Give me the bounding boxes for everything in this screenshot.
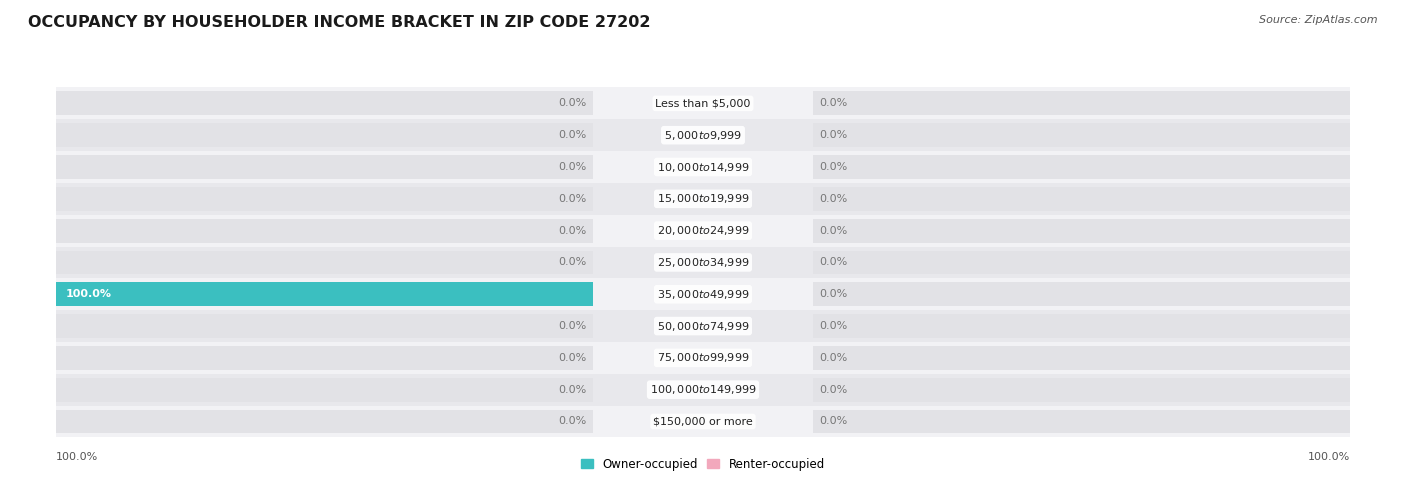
Text: $25,000 to $34,999: $25,000 to $34,999 — [657, 256, 749, 269]
Text: $15,000 to $19,999: $15,000 to $19,999 — [657, 192, 749, 205]
Bar — [813, 378, 1350, 401]
Text: 0.0%: 0.0% — [820, 226, 848, 236]
Bar — [56, 374, 1350, 406]
Bar — [813, 155, 1350, 179]
Text: $35,000 to $49,999: $35,000 to $49,999 — [657, 288, 749, 301]
Text: 0.0%: 0.0% — [820, 130, 848, 140]
Bar — [56, 246, 1350, 278]
Text: 0.0%: 0.0% — [820, 258, 848, 267]
Text: 0.0%: 0.0% — [820, 321, 848, 331]
Bar — [56, 123, 593, 147]
Text: 100.0%: 100.0% — [56, 452, 98, 462]
Bar — [56, 87, 1350, 119]
Bar — [56, 155, 593, 179]
Text: 0.0%: 0.0% — [820, 194, 848, 204]
Bar — [56, 314, 593, 338]
Bar — [56, 250, 593, 275]
Bar — [56, 378, 593, 401]
Bar — [56, 151, 1350, 183]
Text: 0.0%: 0.0% — [558, 162, 586, 172]
Bar — [813, 123, 1350, 147]
Text: 0.0%: 0.0% — [558, 321, 586, 331]
Bar — [56, 119, 1350, 151]
Text: 0.0%: 0.0% — [558, 130, 586, 140]
Text: $50,000 to $74,999: $50,000 to $74,999 — [657, 320, 749, 332]
Text: 0.0%: 0.0% — [558, 226, 586, 236]
Legend: Owner-occupied, Renter-occupied: Owner-occupied, Renter-occupied — [576, 453, 830, 475]
Text: 0.0%: 0.0% — [820, 385, 848, 395]
Text: 0.0%: 0.0% — [820, 289, 848, 299]
Text: 0.0%: 0.0% — [558, 98, 586, 108]
Bar — [56, 282, 593, 306]
Text: $5,000 to $9,999: $5,000 to $9,999 — [664, 129, 742, 142]
Bar — [56, 91, 593, 115]
Bar — [56, 183, 1350, 215]
Text: $10,000 to $14,999: $10,000 to $14,999 — [657, 160, 749, 174]
Bar — [813, 410, 1350, 434]
Text: 100.0%: 100.0% — [1308, 452, 1350, 462]
Text: Source: ZipAtlas.com: Source: ZipAtlas.com — [1260, 15, 1378, 25]
Bar — [56, 219, 593, 243]
Bar — [56, 342, 1350, 374]
Bar — [56, 410, 593, 434]
Bar — [56, 310, 1350, 342]
Text: $100,000 to $149,999: $100,000 to $149,999 — [650, 383, 756, 396]
Text: Less than $5,000: Less than $5,000 — [655, 98, 751, 108]
Bar — [56, 187, 593, 211]
Text: 0.0%: 0.0% — [820, 417, 848, 427]
Bar — [813, 187, 1350, 211]
Text: 0.0%: 0.0% — [558, 258, 586, 267]
Bar — [813, 250, 1350, 275]
Text: 0.0%: 0.0% — [558, 417, 586, 427]
Text: $75,000 to $99,999: $75,000 to $99,999 — [657, 351, 749, 364]
Bar — [56, 215, 1350, 246]
Text: 0.0%: 0.0% — [820, 162, 848, 172]
Bar — [56, 346, 593, 370]
Text: 0.0%: 0.0% — [820, 353, 848, 363]
Text: 0.0%: 0.0% — [558, 353, 586, 363]
Bar — [813, 346, 1350, 370]
Bar — [56, 282, 593, 306]
Text: 0.0%: 0.0% — [558, 194, 586, 204]
Text: 0.0%: 0.0% — [558, 385, 586, 395]
Text: OCCUPANCY BY HOUSEHOLDER INCOME BRACKET IN ZIP CODE 27202: OCCUPANCY BY HOUSEHOLDER INCOME BRACKET … — [28, 15, 651, 30]
Bar — [56, 406, 1350, 437]
Text: 0.0%: 0.0% — [820, 98, 848, 108]
Bar — [813, 91, 1350, 115]
Text: $20,000 to $24,999: $20,000 to $24,999 — [657, 224, 749, 237]
Bar — [813, 314, 1350, 338]
Bar — [813, 282, 1350, 306]
Text: 100.0%: 100.0% — [66, 289, 112, 299]
Bar — [56, 278, 1350, 310]
Text: $150,000 or more: $150,000 or more — [654, 417, 752, 427]
Bar — [813, 219, 1350, 243]
